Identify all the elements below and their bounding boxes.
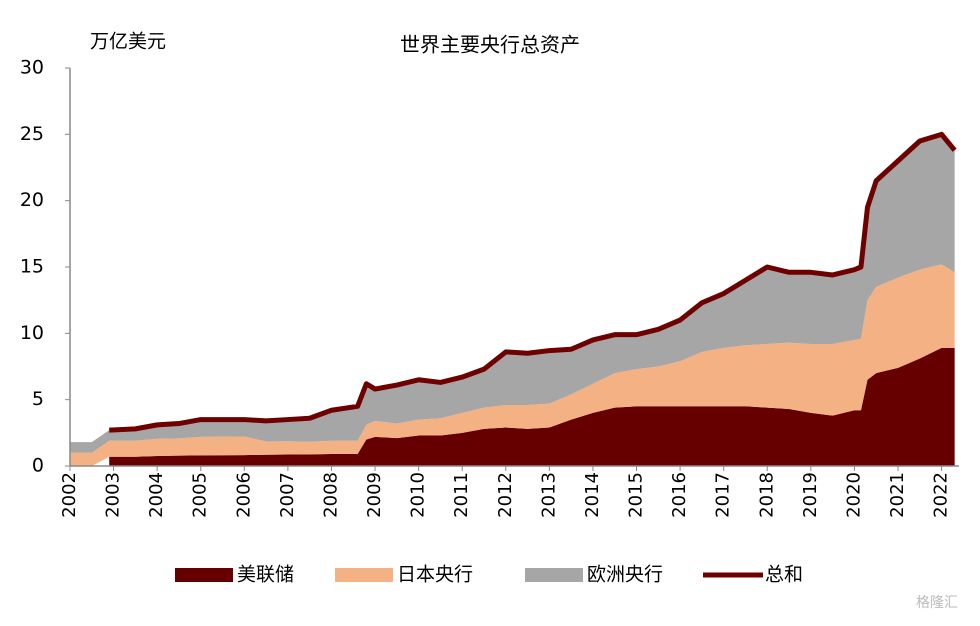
x-tick-label: 2011 [451,472,472,518]
x-tick-label: 2021 [887,472,908,518]
x-tick-label: 2008 [320,472,341,518]
x-tick-label: 2015 [626,472,647,518]
y-tick-label: 10 [20,322,44,344]
x-tick-label: 2012 [495,472,516,518]
area [70,264,955,466]
x-tick-label: 2005 [190,472,211,518]
total-line [109,131,957,433]
legend-label: 日本央行 [397,564,473,586]
x-tick-label: 2017 [713,472,734,518]
x-tick-label: 2004 [146,472,167,518]
legend-swatch [525,568,583,582]
x-tick-label: 2002 [59,472,80,518]
area [109,347,955,466]
x-tick-label: 2009 [364,472,385,518]
legend-swatch [175,568,233,582]
watermark: 格隆汇 [916,595,958,611]
x-tick-label: 2014 [582,472,603,518]
y-axis-label: 万亿美元 [90,31,166,53]
legend-label: 欧洲央行 [587,564,663,586]
x-tick-label: 2006 [233,472,254,518]
y-tick-label: 15 [20,256,44,278]
legend-label: 美联储 [237,564,294,586]
legend-swatch [335,568,393,582]
x-tick-label: 2003 [103,472,124,518]
x-tick-label: 2016 [669,472,690,518]
y-tick-label: 25 [20,123,44,145]
x-tick-label: 2022 [931,472,952,518]
x-tick-label: 2010 [408,472,429,518]
y-tick-label: 5 [32,388,44,410]
x-tick-label: 2013 [538,472,559,518]
x-tick-label: 2020 [843,472,864,518]
chart-title: 世界主要央行总资产 [400,33,580,57]
x-tick-label: 2018 [756,472,777,518]
y-tick-label: 20 [20,189,44,211]
y-tick-label: 30 [20,57,44,79]
x-tick-label: 2007 [277,472,298,518]
x-tick-label: 2019 [800,472,821,518]
legend-label: 总和 [765,564,803,586]
y-tick-label: 0 [32,455,44,477]
area [70,134,955,453]
